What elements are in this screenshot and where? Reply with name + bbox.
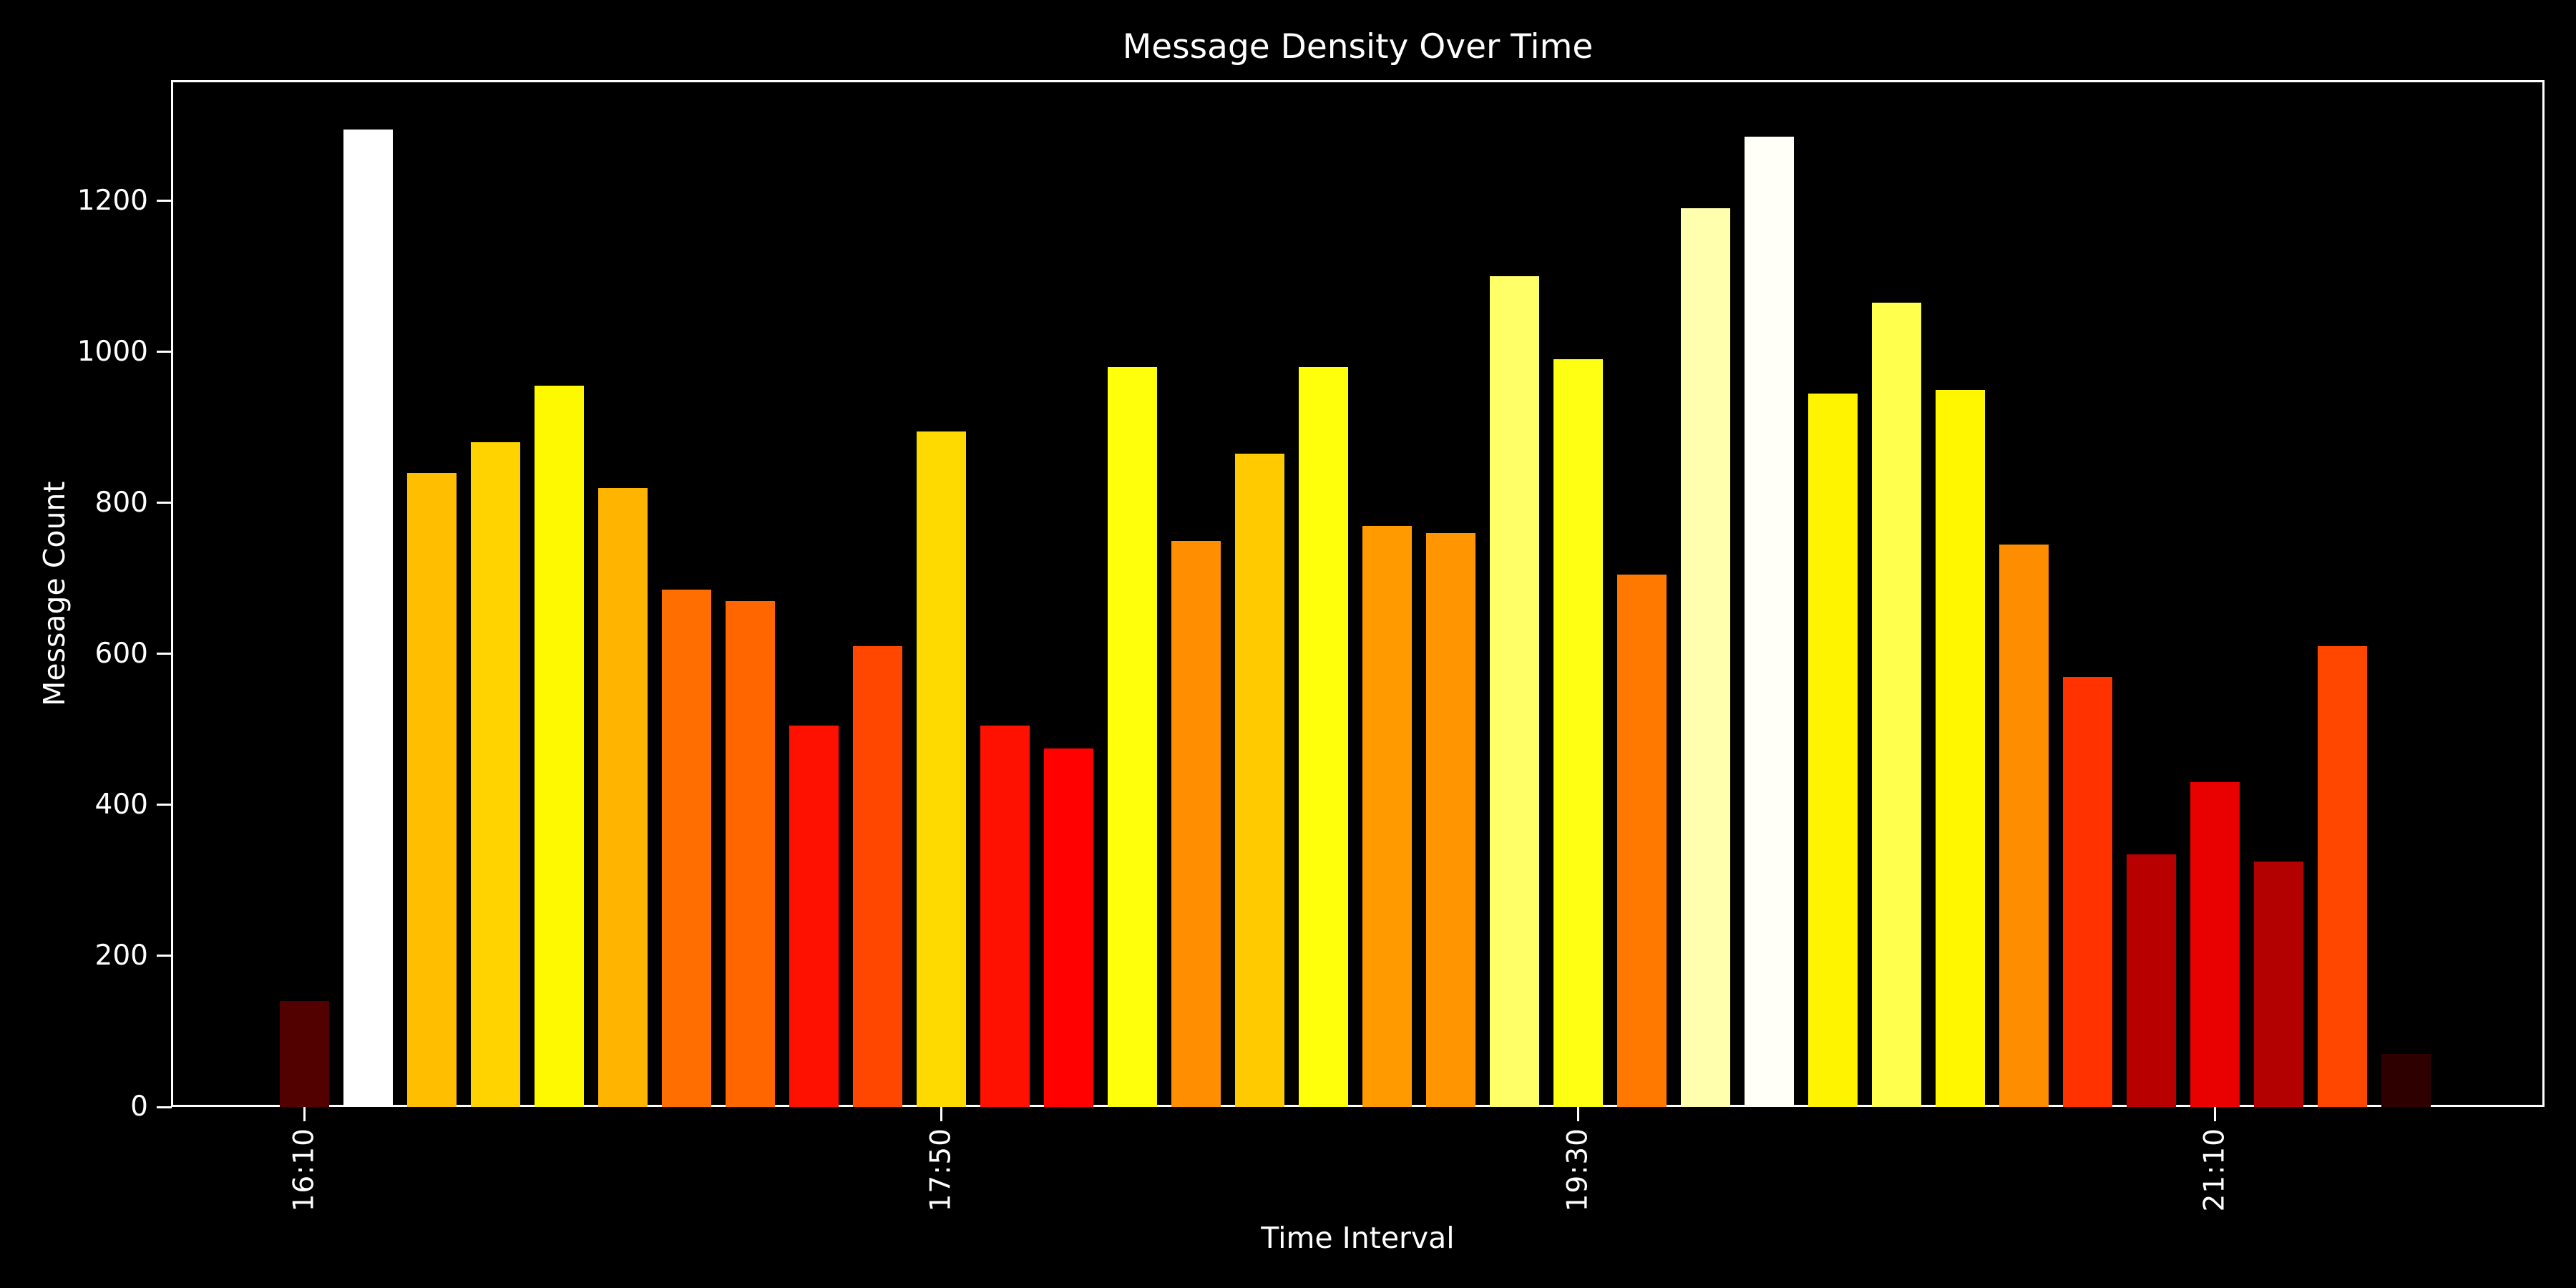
- bar-18:10: [1043, 748, 1093, 1107]
- bar-16:20: [343, 130, 393, 1107]
- y-tick-mark: [157, 502, 172, 504]
- x-axis-label: Time Interval: [1261, 1221, 1455, 1255]
- bar-18:00: [980, 726, 1030, 1107]
- bar-20:50: [2062, 677, 2112, 1107]
- x-tick-mark: [940, 1107, 942, 1121]
- y-tick-label: 600: [94, 637, 148, 670]
- y-tick-label: 0: [130, 1091, 148, 1123]
- bar-20:30: [1935, 390, 1985, 1107]
- y-tick-label: 1200: [77, 184, 148, 217]
- bar-21:30: [2317, 646, 2367, 1107]
- chart-title: Message Density Over Time: [1122, 27, 1594, 67]
- bar-16:10: [279, 1001, 329, 1107]
- bar-18:50: [1298, 367, 1348, 1107]
- bar-21:40: [2381, 1054, 2431, 1107]
- y-tick-mark: [157, 1106, 172, 1108]
- x-tick-mark: [1576, 1107, 1579, 1121]
- y-axis-label: Message Count: [37, 481, 72, 706]
- bar-20:00: [1744, 137, 1794, 1107]
- bar-20:10: [1807, 394, 1858, 1107]
- y-tick-label: 200: [94, 939, 148, 972]
- x-tick-label: 16:10: [288, 1128, 321, 1212]
- bar-20:40: [1999, 545, 2049, 1107]
- y-tick-mark: [157, 955, 172, 957]
- x-tick-label: 19:30: [1561, 1128, 1594, 1212]
- x-tick-label: 17:50: [924, 1128, 957, 1212]
- bar-19:30: [1553, 359, 1603, 1107]
- bar-17:40: [852, 646, 902, 1107]
- bar-17:20: [725, 601, 775, 1107]
- bar-18:20: [1107, 367, 1157, 1107]
- bar-20:20: [1871, 303, 1921, 1107]
- bar-18:30: [1171, 541, 1221, 1107]
- bar-16:30: [406, 473, 457, 1107]
- x-tick-mark: [303, 1107, 306, 1121]
- bar-18:40: [1234, 454, 1284, 1107]
- y-tick-label: 800: [94, 486, 148, 519]
- bar-17:00: [597, 488, 648, 1107]
- bar-21:10: [2190, 782, 2240, 1107]
- x-tick-label: 21:10: [2198, 1128, 2231, 1212]
- bar-19:10: [1425, 533, 1475, 1107]
- bar-21:00: [2126, 854, 2176, 1107]
- plot-area: [171, 80, 2545, 1107]
- y-tick-label: 1000: [77, 335, 148, 368]
- y-tick-mark: [157, 200, 172, 203]
- bar-19:50: [1680, 208, 1730, 1107]
- y-tick-label: 400: [94, 788, 148, 821]
- y-tick-mark: [157, 653, 172, 655]
- bar-19:40: [1616, 575, 1667, 1107]
- bar-16:50: [534, 386, 584, 1107]
- bar-17:30: [789, 726, 839, 1107]
- x-tick-mark: [2213, 1107, 2216, 1121]
- y-tick-mark: [157, 804, 172, 806]
- bar-19:00: [1362, 526, 1412, 1107]
- bar-17:10: [661, 590, 711, 1107]
- bar-21:20: [2253, 862, 2303, 1107]
- bar-17:50: [916, 431, 966, 1107]
- bar-16:40: [470, 442, 520, 1107]
- y-tick-mark: [157, 351, 172, 353]
- bar-19:20: [1489, 276, 1539, 1107]
